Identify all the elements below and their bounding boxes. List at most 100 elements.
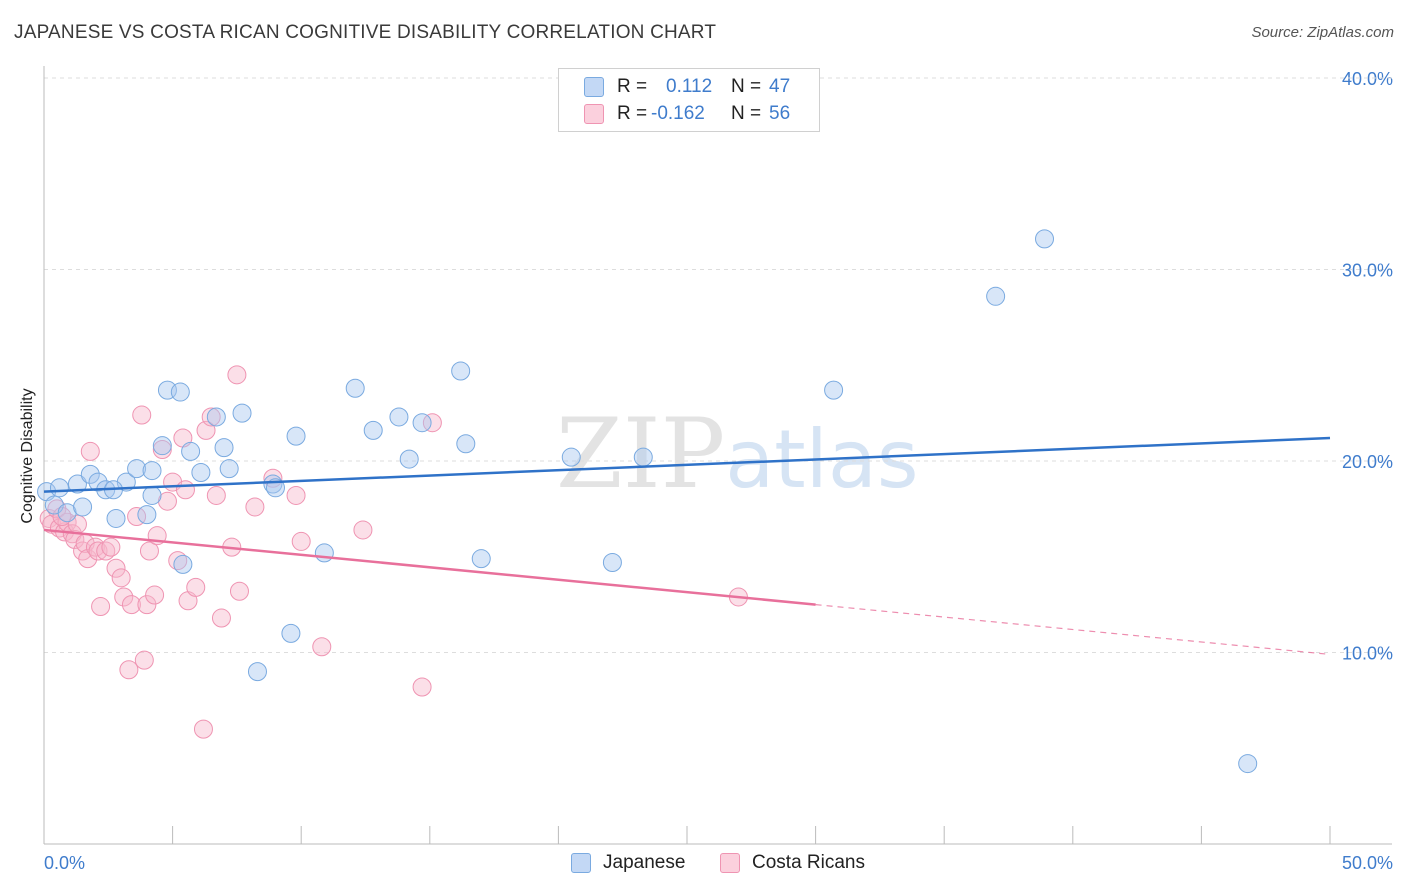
costa-ricans-point	[132, 405, 152, 425]
costa-ricans-point	[88, 541, 108, 561]
costa-ricans-point	[96, 541, 116, 561]
japanese-point	[73, 497, 93, 517]
legend-r-label: R =	[617, 76, 648, 97]
japanese-point	[412, 413, 432, 433]
japanese-point	[986, 286, 1006, 306]
series-swatch-japanese	[571, 853, 591, 873]
japanese-trend-line	[43, 436, 1331, 493]
series-label-japanese: Japanese	[603, 852, 686, 873]
japanese-point	[451, 361, 471, 381]
costa-ricans-trend-line	[43, 528, 816, 606]
legend-row-japanese: R = 0.112 N = 47	[559, 74, 819, 100]
y-tick-label: 20.0%	[1342, 452, 1393, 472]
costa-ricans-point	[52, 507, 72, 527]
costa-ricans-point	[193, 719, 213, 739]
series-label-costa-ricans: Costa Ricans	[752, 852, 865, 873]
costa-ricans-point	[206, 485, 226, 505]
japanese-point	[314, 543, 334, 563]
japanese-point	[561, 447, 581, 467]
japanese-point	[1238, 754, 1258, 774]
costa-ricans-point	[114, 587, 134, 607]
japanese-point	[456, 434, 476, 454]
japanese-point	[173, 554, 193, 574]
costa-ricans-point	[101, 537, 121, 557]
legend-row-costa-ricans: R = -0.162 N = 56	[559, 101, 819, 127]
japanese-point	[214, 438, 234, 458]
japanese-point	[399, 449, 419, 469]
costa-ricans-point	[65, 530, 85, 550]
legend-r-value: -0.162	[651, 103, 705, 124]
costa-ricans-point	[137, 595, 157, 615]
series-legend: Japanese Costa Ricans	[0, 852, 1406, 878]
costa-ricans-point	[312, 637, 332, 657]
japanese-point	[49, 478, 69, 498]
japanese-point	[127, 459, 147, 479]
y-tick-label: 40.0%	[1342, 69, 1393, 89]
costa-ricans-point	[78, 549, 98, 569]
japanese-point	[206, 407, 226, 427]
japanese-point	[67, 474, 87, 494]
japanese-point	[88, 472, 108, 492]
y-tick-label: 30.0%	[1342, 261, 1393, 281]
chart-title: JAPANESE VS COSTA RICAN COGNITIVE DISABI…	[14, 22, 717, 43]
costa-ricans-point	[139, 541, 159, 561]
legend-swatch-japanese	[584, 77, 604, 97]
costa-ricans-point	[80, 441, 100, 461]
legend-swatch-costa-ricans	[584, 104, 604, 124]
x-tick-label-max: 50.0%	[1342, 853, 1393, 873]
japanese-point	[80, 464, 100, 484]
legend-r-value: 0.112	[666, 76, 713, 97]
legend-n-value: 47	[769, 76, 791, 97]
japanese-point	[602, 552, 622, 572]
costa-ricans-point	[186, 577, 206, 597]
watermark-zip: ZIP	[556, 398, 726, 510]
costa-ricans-point	[227, 365, 247, 385]
y-tick-label: 10.0%	[1342, 644, 1393, 664]
legend-n-label: N =	[731, 103, 762, 124]
japanese-point	[191, 462, 211, 482]
legend-r-label: R =	[617, 103, 648, 124]
costa-ricans-point	[229, 581, 249, 601]
costa-ricans-point	[134, 650, 154, 670]
costa-ricans-point	[145, 585, 165, 605]
x-tick-label-min: 0.0%	[44, 853, 85, 873]
japanese-point	[389, 407, 409, 427]
costa-ricans-point	[168, 551, 188, 571]
costa-ricans-point	[211, 608, 231, 628]
japanese-point	[633, 447, 653, 467]
costa-ricans-point	[106, 558, 126, 578]
japanese-point	[281, 623, 301, 643]
japanese-point	[137, 505, 157, 525]
costa-ricans-point	[111, 568, 131, 588]
costa-ricans-trend-extension	[815, 604, 1331, 656]
watermark: ZIPatlas	[556, 398, 919, 510]
costa-ricans-point	[286, 485, 306, 505]
japanese-point	[247, 662, 267, 682]
costa-ricans-point	[422, 413, 442, 433]
japanese-point	[142, 485, 162, 505]
costa-ricans-point	[91, 597, 111, 617]
costa-ricans-point	[353, 520, 373, 540]
costa-ricans-point	[121, 595, 141, 615]
japanese-point	[232, 403, 252, 423]
japanese-point	[1035, 229, 1055, 249]
legend-n-label: N =	[731, 76, 762, 97]
costa-ricans-point	[201, 407, 221, 427]
japanese-point	[286, 426, 306, 446]
costa-ricans-point	[175, 480, 195, 500]
japanese-point	[471, 549, 491, 569]
source-credit: Source: ZipAtlas.com	[1251, 24, 1394, 41]
stats-legend: R = 0.112 N = 47 R = -0.162 N = 56	[558, 68, 820, 132]
costa-ricans-point	[119, 660, 139, 680]
japanese-point	[363, 420, 383, 440]
costa-ricans-point	[412, 677, 432, 697]
costa-ricans-point	[291, 531, 311, 551]
legend-n-value: 56	[769, 103, 791, 124]
japanese-point	[106, 508, 126, 528]
japanese-point	[824, 380, 844, 400]
japanese-point	[181, 441, 201, 461]
series-swatch-costa-ricans	[720, 853, 740, 873]
costa-ricans-point	[245, 497, 265, 517]
japanese-point	[345, 378, 365, 398]
